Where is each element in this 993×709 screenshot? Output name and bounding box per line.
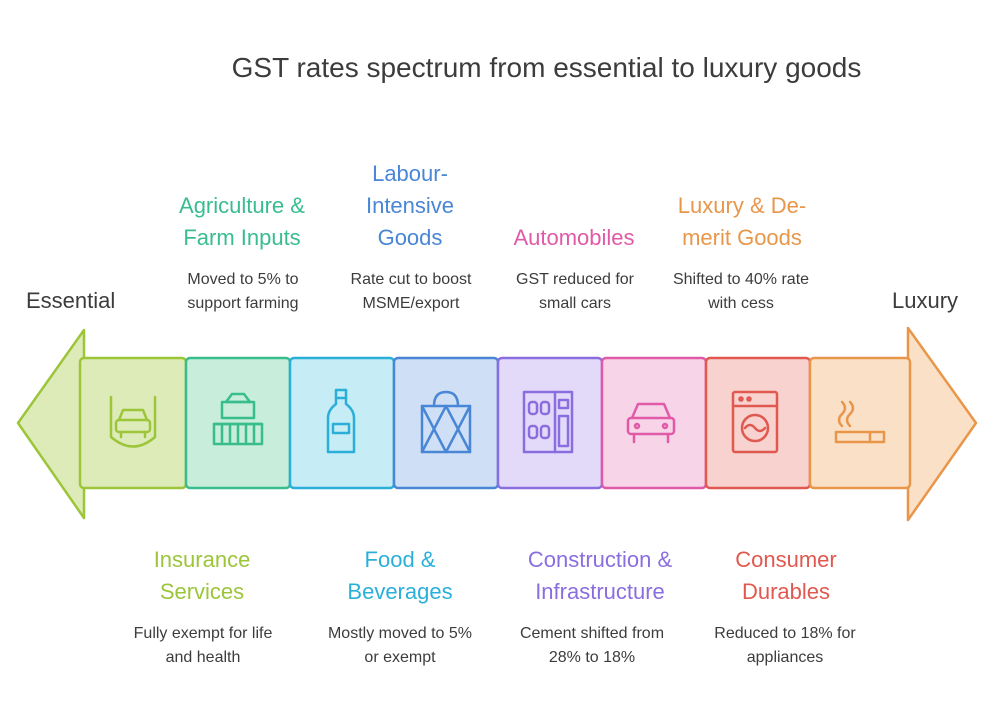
category-labour-desc: Rate cut to boost MSME/export <box>350 271 472 312</box>
category-insurance-desc: Fully exempt for life and health <box>133 625 273 666</box>
category-labour-title: Labour- Intensive Goods <box>365 161 455 250</box>
category-luxury-title: Luxury & De- merit Goods <box>677 193 807 250</box>
luxury-label: Luxury <box>892 288 959 313</box>
category-food-desc: Mostly moved to 5% or exempt <box>327 625 473 666</box>
segment-6 <box>600 356 708 490</box>
category-insurance-title: Insurance Services <box>153 547 251 604</box>
essential-label: Essential <box>26 288 116 313</box>
segment-5 <box>496 356 604 490</box>
right-arrowhead <box>906 326 978 522</box>
segment-1 <box>78 356 188 490</box>
bottle-icon <box>326 388 356 454</box>
category-luxury-desc: Shifted to 40% rate with cess <box>672 271 810 312</box>
category-automobiles-desc: GST reduced for small cars <box>516 271 634 312</box>
car-icon <box>626 402 676 444</box>
category-food-title: Food & Beverages <box>347 547 453 604</box>
category-agriculture-title: Agriculture & Farm Inputs <box>179 193 305 250</box>
category-construction-desc: Cement shifted from 28% to 18% <box>519 625 665 666</box>
washing-machine-icon <box>731 390 779 454</box>
category-consumer-title: Consumer Durables <box>735 547 837 604</box>
diagram-title: GST rates spectrum from essential to lux… <box>231 52 862 83</box>
category-consumer-desc: Reduced to 18% for appliances <box>714 625 856 666</box>
car-shield-icon <box>109 395 157 448</box>
bag-icon <box>420 390 472 454</box>
harvester-icon <box>212 392 264 446</box>
segment-4 <box>392 356 500 490</box>
building-icon <box>522 390 574 454</box>
segment-8 <box>808 356 912 490</box>
left-arrowhead <box>16 328 86 520</box>
category-agriculture-desc: Moved to 5% to support farming <box>187 271 299 312</box>
segment-7 <box>704 356 812 490</box>
category-automobiles-title: Automobiles <box>513 225 635 250</box>
category-construction-title: Construction & Infrastructure <box>527 547 673 604</box>
cigarette-icon <box>834 400 886 444</box>
